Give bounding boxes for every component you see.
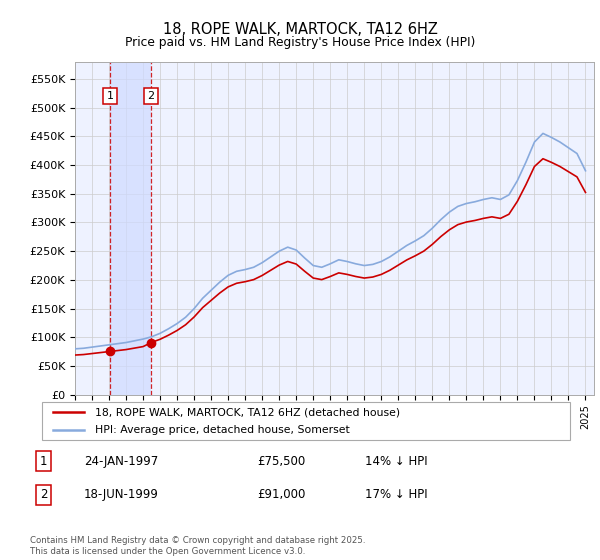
- Text: Price paid vs. HM Land Registry's House Price Index (HPI): Price paid vs. HM Land Registry's House …: [125, 36, 475, 49]
- Text: 1: 1: [40, 455, 47, 468]
- Text: 1: 1: [107, 91, 114, 101]
- Text: 17% ↓ HPI: 17% ↓ HPI: [365, 488, 427, 501]
- Text: Contains HM Land Registry data © Crown copyright and database right 2025.
This d: Contains HM Land Registry data © Crown c…: [30, 536, 365, 556]
- Bar: [110, 62, 151, 395]
- Text: 18, ROPE WALK, MARTOCK, TA12 6HZ (detached house): 18, ROPE WALK, MARTOCK, TA12 6HZ (detach…: [95, 407, 400, 417]
- Text: 18, ROPE WALK, MARTOCK, TA12 6HZ: 18, ROPE WALK, MARTOCK, TA12 6HZ: [163, 22, 437, 38]
- Text: 2: 2: [148, 91, 155, 101]
- Text: HPI: Average price, detached house, Somerset: HPI: Average price, detached house, Some…: [95, 425, 350, 435]
- Text: £75,500: £75,500: [257, 455, 305, 468]
- Text: £91,000: £91,000: [257, 488, 305, 501]
- Text: 24-JAN-1997: 24-JAN-1997: [84, 455, 158, 468]
- Text: 18-JUN-1999: 18-JUN-1999: [84, 488, 159, 501]
- Text: 2: 2: [40, 488, 47, 501]
- FancyBboxPatch shape: [42, 402, 570, 440]
- Text: 14% ↓ HPI: 14% ↓ HPI: [365, 455, 427, 468]
